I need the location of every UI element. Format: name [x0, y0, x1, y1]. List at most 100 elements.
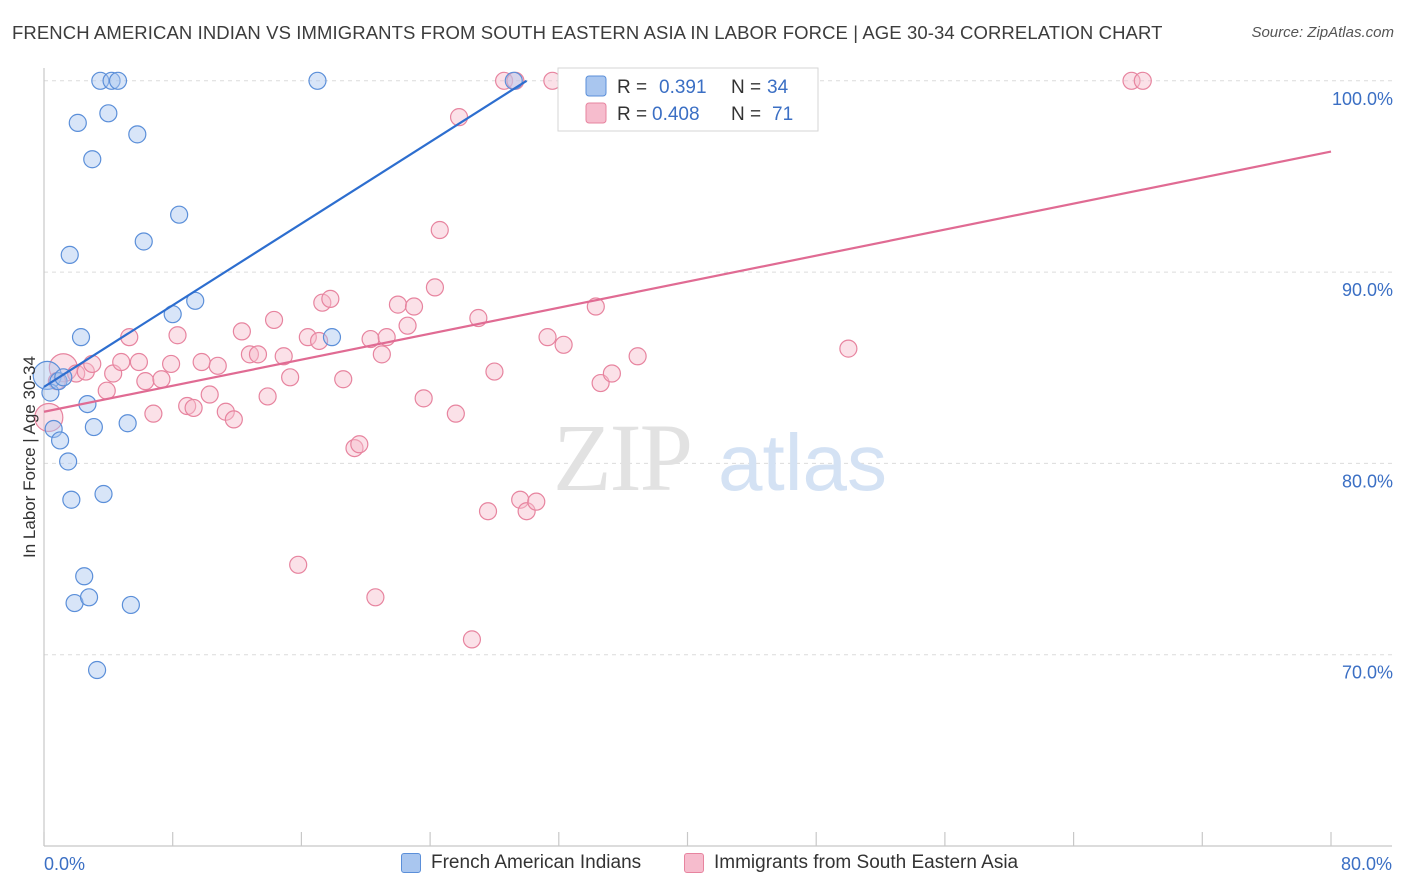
point-pink-35 — [334, 370, 353, 389]
point-pink-17 — [184, 398, 203, 418]
legend-n-label-pink: N = — [731, 104, 761, 125]
point-pink-38 — [361, 329, 380, 349]
y-tick-label-70: 70.0% — [1342, 663, 1393, 683]
series-pink-points — [34, 71, 1152, 649]
point-pink-50 — [462, 630, 482, 649]
point-pink-70 — [1133, 71, 1152, 90]
axes — [43, 68, 1392, 847]
point-pink-0 — [34, 402, 64, 433]
x-ticks — [43, 832, 1332, 846]
point-blue-32 — [504, 71, 523, 90]
bottom-legend-item-blue[interactable]: French American Indians — [401, 852, 641, 874]
point-blue-16 — [84, 417, 103, 437]
point-pink-16 — [178, 396, 197, 416]
point-pink-37 — [350, 435, 369, 454]
point-pink-26 — [258, 387, 277, 406]
point-pink-58 — [527, 492, 546, 511]
x-tick-label-max: 80.0% — [1341, 854, 1392, 874]
point-pink-23 — [232, 322, 251, 341]
legend-swatch-blue — [585, 75, 607, 97]
point-pink-25 — [248, 345, 268, 364]
point-blue-8 — [62, 490, 81, 509]
point-pink-8 — [112, 352, 131, 372]
y-tick-label-100: 100.0% — [1332, 89, 1393, 109]
point-pink-1 — [48, 353, 78, 383]
point-blue-11 — [71, 328, 91, 347]
legend-n-label-blue: N = — [731, 77, 761, 98]
point-pink-20 — [208, 356, 227, 375]
point-pink-44 — [404, 297, 424, 316]
bottom-legend-item-pink[interactable]: Immigrants from South Eastern Asia — [684, 852, 1018, 874]
y-axis-title: In Labor Force | Age 30-34 — [20, 356, 39, 558]
legend-swatch-pink-bottom — [684, 853, 704, 873]
legend-r-value-blue: 0.391 — [659, 77, 707, 98]
legend-r-label-blue: R = — [617, 77, 647, 98]
point-pink-47 — [430, 220, 449, 240]
legend-r-value-pink: 0.408 — [652, 104, 700, 125]
point-blue-20 — [99, 104, 118, 123]
point-blue-2 — [44, 419, 63, 439]
point-pink-57 — [517, 502, 536, 521]
y-tick-labels: 70.0% 80.0% 90.0% 100.0% — [1332, 89, 1393, 683]
chart-title: FRENCH AMERICAN INDIAN VS IMMIGRANTS FRO… — [12, 22, 1163, 43]
point-blue-23 — [118, 414, 137, 433]
trend-lines — [43, 79, 1332, 413]
point-pink-56 — [511, 490, 530, 509]
point-pink-53 — [485, 362, 504, 381]
y-tick-label-90: 90.0% — [1342, 280, 1393, 300]
point-pink-34 — [321, 289, 340, 308]
legend-swatch-blue-bottom — [401, 853, 421, 873]
point-pink-61 — [554, 335, 573, 354]
point-pink-10 — [129, 352, 149, 372]
point-pink-62 — [586, 297, 605, 316]
point-pink-12 — [144, 404, 163, 423]
point-blue-4 — [50, 431, 70, 450]
point-pink-11 — [136, 372, 155, 391]
legend-r-label-pink: R = — [617, 104, 647, 125]
point-pink-45 — [414, 389, 433, 408]
point-pink-39 — [366, 588, 385, 607]
correlation-legend: R = 0.391 N = 34 R = 0.408 N = 71 — [557, 67, 819, 132]
bottom-legend: French American Indians Immigrants from … — [0, 852, 1406, 878]
point-blue-12 — [75, 567, 94, 586]
point-pink-22 — [224, 410, 243, 429]
point-pink-27 — [264, 310, 284, 330]
point-pink-6 — [97, 381, 116, 400]
point-pink-5 — [83, 354, 102, 374]
point-pink-15 — [168, 326, 187, 345]
point-pink-65 — [628, 347, 647, 366]
point-pink-13 — [152, 370, 171, 389]
point-blue-29 — [186, 291, 205, 310]
point-pink-29 — [281, 368, 300, 387]
legend-swatch-pink — [585, 102, 607, 124]
x-tick-labels: 0.0% 80.0% — [44, 854, 1392, 874]
point-pink-19 — [200, 385, 219, 404]
y-tick-label-80: 80.0% — [1342, 471, 1393, 491]
point-blue-30 — [308, 71, 327, 90]
point-pink-68 — [839, 339, 858, 358]
point-blue-6 — [59, 452, 78, 471]
point-blue-31 — [322, 328, 342, 347]
point-pink-52 — [478, 502, 498, 521]
watermark-atlas: atlas — [718, 418, 887, 507]
watermark-zip: ZIP — [553, 404, 691, 511]
point-blue-15 — [83, 150, 102, 169]
point-pink-46 — [425, 278, 445, 297]
point-blue-17 — [87, 660, 107, 680]
point-blue-19 — [94, 484, 113, 504]
point-pink-18 — [192, 352, 211, 372]
point-blue-25 — [128, 125, 147, 144]
point-blue-22 — [108, 71, 128, 90]
x-tick-label-min: 0.0% — [44, 854, 85, 874]
legend-n-value-blue: 34 — [767, 77, 789, 98]
point-blue-14 — [79, 588, 99, 607]
point-blue-21 — [102, 71, 121, 90]
point-blue-28 — [170, 205, 189, 224]
point-pink-40 — [372, 345, 391, 364]
point-pink-28 — [274, 347, 293, 366]
point-pink-42 — [388, 295, 408, 314]
legend-label-pink: Immigrants from South Eastern Asia — [714, 852, 1019, 873]
point-pink-31 — [298, 328, 317, 347]
point-pink-64 — [602, 364, 621, 383]
